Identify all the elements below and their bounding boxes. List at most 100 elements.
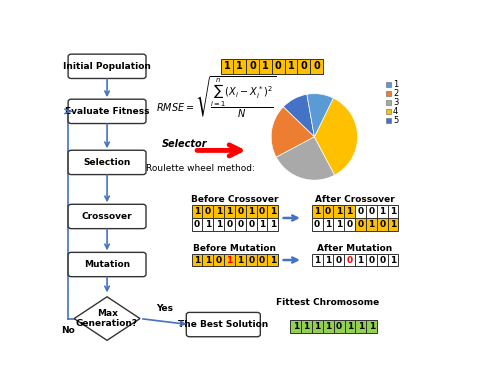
Text: 1: 1 bbox=[346, 207, 353, 216]
Text: 0: 0 bbox=[313, 61, 320, 71]
Text: 1: 1 bbox=[248, 207, 254, 216]
Text: 0: 0 bbox=[238, 220, 244, 229]
Bar bbox=[220, 59, 234, 74]
Text: 1: 1 bbox=[204, 255, 211, 264]
Text: 1: 1 bbox=[368, 322, 375, 331]
Bar bbox=[323, 320, 334, 333]
Text: $RMSE = \sqrt{\dfrac{\sum_{i=1}^{n}(X_i - X_i^*)^2}{N}}$: $RMSE = \sqrt{\dfrac{\sum_{i=1}^{n}(X_i … bbox=[156, 74, 276, 119]
FancyBboxPatch shape bbox=[68, 99, 146, 124]
Bar bbox=[344, 320, 356, 333]
Text: 0: 0 bbox=[259, 255, 265, 264]
Bar bbox=[344, 218, 355, 231]
Bar bbox=[213, 218, 224, 231]
Text: 1: 1 bbox=[314, 207, 320, 216]
Polygon shape bbox=[74, 297, 140, 340]
Text: Selector: Selector bbox=[162, 139, 208, 149]
Text: Selection: Selection bbox=[84, 158, 131, 167]
Text: Crossover: Crossover bbox=[82, 212, 132, 221]
Bar bbox=[256, 254, 268, 266]
Bar bbox=[377, 205, 388, 218]
Text: 1: 1 bbox=[314, 322, 320, 331]
Bar bbox=[284, 59, 298, 74]
Text: 0: 0 bbox=[368, 207, 374, 216]
Text: 1: 1 bbox=[393, 80, 398, 89]
Text: 2: 2 bbox=[393, 89, 398, 98]
Text: 1: 1 bbox=[325, 255, 331, 264]
Text: 1: 1 bbox=[216, 207, 222, 216]
Text: 1: 1 bbox=[314, 255, 320, 264]
Text: Roulette wheel method:: Roulette wheel method: bbox=[146, 164, 254, 173]
Bar bbox=[298, 59, 310, 74]
Text: 1: 1 bbox=[237, 255, 244, 264]
Bar bbox=[388, 218, 398, 231]
Bar bbox=[234, 59, 246, 74]
Text: The Best Solution: The Best Solution bbox=[178, 320, 268, 329]
Text: 0: 0 bbox=[226, 220, 232, 229]
Text: 0: 0 bbox=[325, 207, 331, 216]
Text: Max
Generation?: Max Generation? bbox=[76, 309, 138, 328]
Bar bbox=[322, 205, 334, 218]
Text: 3: 3 bbox=[393, 98, 398, 107]
Text: 1: 1 bbox=[270, 255, 276, 264]
Text: After Crossover: After Crossover bbox=[315, 195, 395, 204]
Bar bbox=[366, 218, 377, 231]
Text: 1: 1 bbox=[325, 220, 331, 229]
Text: Mutation: Mutation bbox=[84, 260, 130, 269]
Bar bbox=[213, 254, 224, 266]
Text: 1: 1 bbox=[226, 207, 232, 216]
Bar bbox=[268, 254, 278, 266]
Text: 0: 0 bbox=[205, 207, 211, 216]
Bar bbox=[355, 254, 366, 266]
Text: 0: 0 bbox=[379, 220, 385, 229]
Bar bbox=[356, 320, 366, 333]
Bar bbox=[322, 218, 334, 231]
Text: 0: 0 bbox=[248, 220, 254, 229]
Text: 0: 0 bbox=[194, 220, 200, 229]
Bar bbox=[301, 320, 312, 333]
FancyBboxPatch shape bbox=[186, 312, 260, 337]
Bar bbox=[192, 205, 202, 218]
Text: 1: 1 bbox=[204, 220, 211, 229]
Bar bbox=[366, 205, 377, 218]
Text: Evaluate Fitness: Evaluate Fitness bbox=[65, 107, 150, 116]
Bar bbox=[290, 320, 301, 333]
Bar bbox=[334, 205, 344, 218]
Bar bbox=[202, 254, 213, 266]
Bar bbox=[192, 254, 202, 266]
Text: 1: 1 bbox=[288, 61, 294, 71]
Text: 0: 0 bbox=[336, 255, 342, 264]
Bar bbox=[256, 205, 268, 218]
Text: 0: 0 bbox=[358, 220, 364, 229]
Text: 1: 1 bbox=[270, 220, 276, 229]
Bar bbox=[312, 254, 322, 266]
Text: 1: 1 bbox=[259, 220, 265, 229]
Text: 1: 1 bbox=[270, 207, 276, 216]
Text: 0: 0 bbox=[358, 207, 364, 216]
Text: 1: 1 bbox=[304, 322, 310, 331]
Text: 0: 0 bbox=[379, 255, 385, 264]
Bar bbox=[312, 320, 323, 333]
Bar bbox=[386, 91, 391, 96]
Text: 1: 1 bbox=[390, 255, 396, 264]
Text: 0: 0 bbox=[216, 255, 222, 264]
Bar bbox=[202, 218, 213, 231]
Bar bbox=[366, 320, 377, 333]
Text: Fittest Chromosome: Fittest Chromosome bbox=[276, 298, 380, 307]
Bar bbox=[386, 100, 391, 105]
Text: 0: 0 bbox=[346, 255, 352, 264]
Text: No: No bbox=[60, 326, 74, 335]
FancyBboxPatch shape bbox=[68, 54, 146, 78]
Bar bbox=[377, 254, 388, 266]
Text: 0: 0 bbox=[275, 61, 281, 71]
Text: 5: 5 bbox=[393, 116, 398, 125]
Bar bbox=[246, 254, 256, 266]
Text: 1: 1 bbox=[292, 322, 299, 331]
Text: Yes: Yes bbox=[156, 304, 173, 313]
Text: 1: 1 bbox=[379, 207, 386, 216]
Text: 0: 0 bbox=[249, 61, 256, 71]
Bar bbox=[246, 205, 256, 218]
Text: 0: 0 bbox=[336, 322, 342, 331]
Bar bbox=[192, 218, 202, 231]
FancyBboxPatch shape bbox=[68, 204, 146, 229]
Text: 0: 0 bbox=[368, 255, 374, 264]
